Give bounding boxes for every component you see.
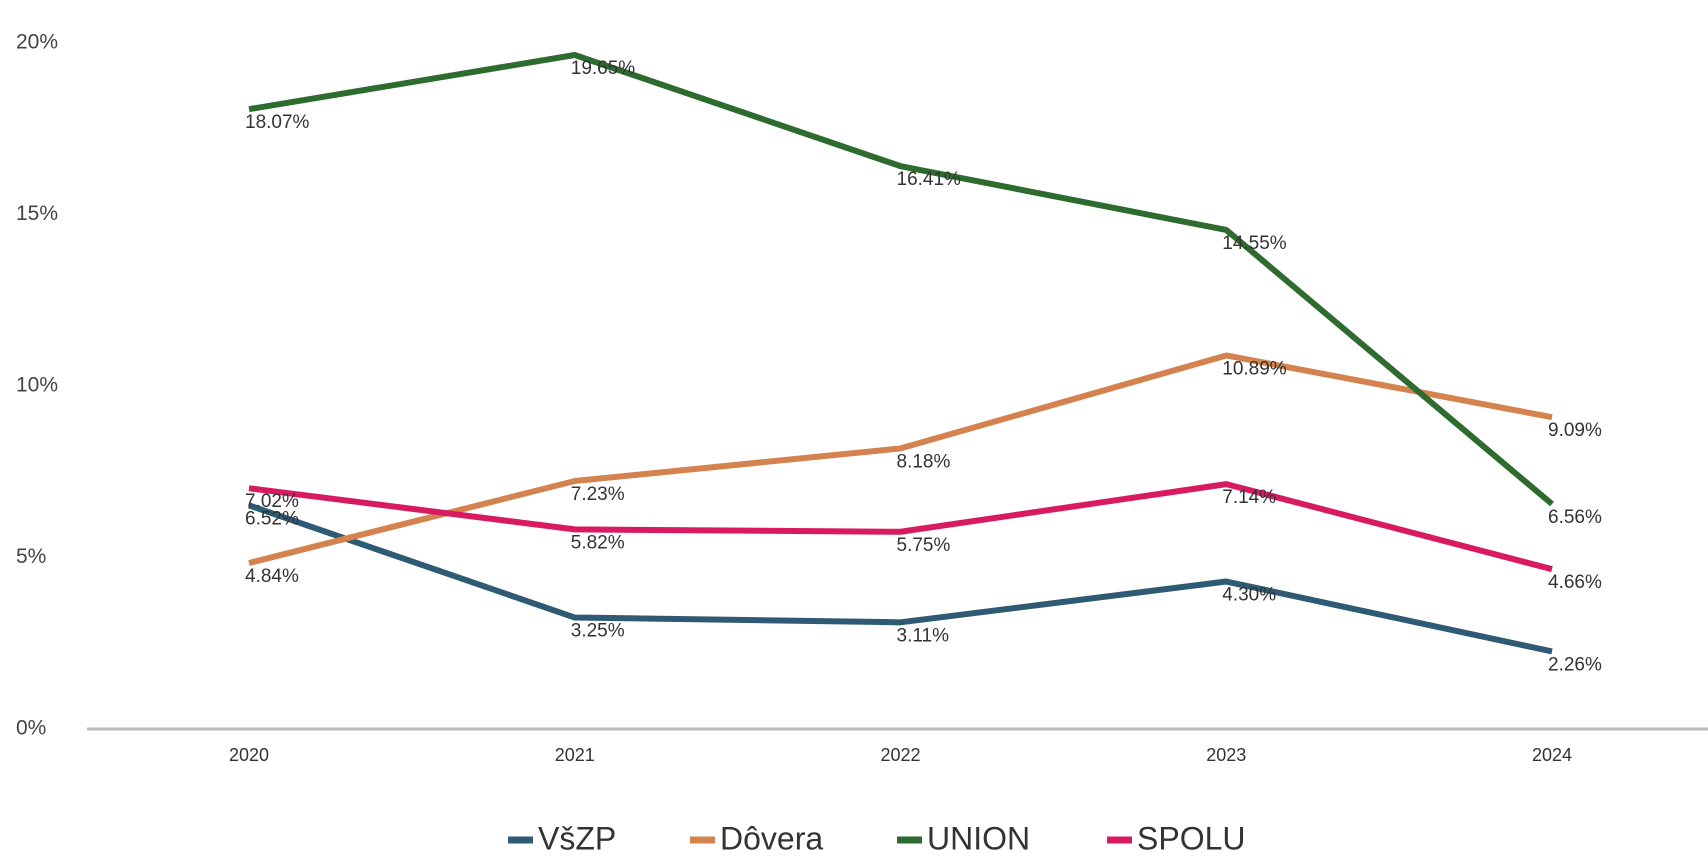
y-tick-label: 0% xyxy=(16,717,46,740)
data-label: 7.02% xyxy=(245,491,299,512)
data-label: 14.55% xyxy=(1222,233,1287,254)
data-label: 7.23% xyxy=(571,484,625,505)
legend-label: VšZP xyxy=(538,820,616,856)
y-tick-label: 10% xyxy=(16,374,58,397)
legend-label: SPOLU xyxy=(1137,820,1245,856)
data-label: 3.25% xyxy=(571,621,625,642)
data-label: 4.84% xyxy=(245,566,299,587)
data-label: 5.82% xyxy=(571,532,625,553)
data-label: 4.30% xyxy=(1222,585,1276,606)
legend-label: Dôvera xyxy=(720,820,823,856)
series-line xyxy=(248,481,1553,573)
data-label: 7.14% xyxy=(1222,487,1276,508)
x-tick-label: 2022 xyxy=(880,745,920,765)
y-tick-label: 15% xyxy=(16,202,58,225)
y-tick-label: 20% xyxy=(16,31,58,54)
series-line xyxy=(248,502,1553,655)
data-label: 16.41% xyxy=(897,169,962,190)
data-label: 9.09% xyxy=(1548,420,1602,441)
series-line xyxy=(248,52,1554,507)
data-label: 8.18% xyxy=(897,451,951,472)
series-line xyxy=(248,352,1553,566)
x-tick-label: 2024 xyxy=(1532,745,1572,765)
x-tick-label: 2021 xyxy=(555,745,595,765)
legend-label: UNION xyxy=(927,820,1030,856)
data-label: 4.66% xyxy=(1548,572,1602,593)
data-label: 2.26% xyxy=(1548,654,1602,675)
data-label: 19.65% xyxy=(571,58,636,79)
data-label: 6.52% xyxy=(245,508,299,529)
data-label: 5.75% xyxy=(897,535,951,556)
x-tick-label: 2023 xyxy=(1206,745,1246,765)
x-tick-label: 2020 xyxy=(229,745,269,765)
data-label: 6.56% xyxy=(1548,507,1602,528)
data-label: 3.11% xyxy=(897,625,950,646)
y-tick-label: 5% xyxy=(16,545,46,568)
data-label: 18.07% xyxy=(245,112,310,133)
data-label: 10.89% xyxy=(1222,358,1287,379)
